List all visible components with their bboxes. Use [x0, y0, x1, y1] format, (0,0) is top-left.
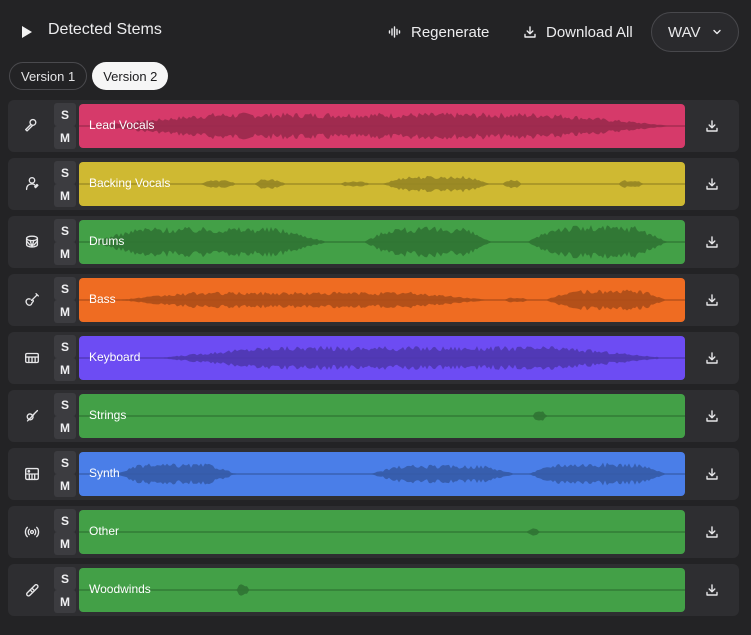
solo-button[interactable]: S — [54, 567, 76, 590]
version-tabs: Version 1 Version 2 — [9, 62, 173, 90]
waveform[interactable]: Backing Vocals — [79, 162, 685, 206]
solo-button[interactable]: S — [54, 219, 76, 242]
stem-track-woodwinds: S M Woodwinds — [8, 564, 739, 616]
format-value: WAV — [668, 23, 701, 41]
track-name: Strings — [89, 408, 127, 422]
track-name: Other — [89, 524, 120, 538]
stem-track-backing-vocals: S M Backing Vocals — [8, 158, 739, 210]
mute-button[interactable]: M — [54, 532, 76, 555]
waveform[interactable]: Other — [79, 510, 685, 554]
stem-track-other: S M Other — [8, 506, 739, 558]
download-stem-button[interactable] — [702, 290, 722, 310]
waveform-shape — [79, 411, 685, 421]
mute-button[interactable]: M — [54, 474, 76, 497]
drum-icon — [22, 232, 42, 252]
stem-track-lead-vocals: S M Lead Vocals — [8, 100, 739, 152]
stem-track-keyboard: S M Keyboard — [8, 332, 739, 384]
waveform-shape — [79, 345, 685, 371]
solo-button[interactable]: S — [54, 161, 76, 184]
waveform-shape — [79, 175, 685, 193]
format-select[interactable]: WAV — [651, 12, 739, 52]
chevron-down-icon — [713, 29, 721, 35]
solo-button[interactable]: S — [54, 451, 76, 474]
track-name: Bass — [89, 292, 116, 306]
download-stem-button[interactable] — [702, 406, 722, 426]
waveform[interactable]: Keyboard — [79, 336, 685, 380]
download-stem-button[interactable] — [702, 174, 722, 194]
violin-icon — [22, 406, 42, 426]
download-icon — [706, 294, 718, 306]
page-title: Detected Stems — [48, 21, 162, 38]
stem-track-strings: S M Strings — [8, 390, 739, 442]
mute-button[interactable]: M — [54, 126, 76, 149]
microphone-icon — [22, 116, 42, 136]
download-icon — [706, 352, 718, 364]
waveform-shape — [79, 112, 685, 140]
track-name: Synth — [89, 466, 120, 480]
waveform-shape — [79, 462, 685, 486]
play-button[interactable] — [18, 22, 36, 42]
download-all-button[interactable]: Download All — [524, 22, 633, 42]
download-icon — [524, 26, 536, 38]
track-name: Keyboard — [89, 350, 141, 364]
download-icon — [706, 468, 718, 480]
waveform[interactable]: Strings — [79, 394, 685, 438]
waveform[interactable]: Synth — [79, 452, 685, 496]
waveform-shape — [79, 584, 685, 596]
tab-version-1[interactable]: Version 1 — [9, 62, 88, 90]
mute-button[interactable]: M — [54, 590, 76, 613]
track-name: Drums — [89, 234, 125, 248]
solo-button[interactable]: S — [54, 393, 76, 416]
download-all-label: Download All — [546, 23, 633, 41]
download-icon — [706, 410, 718, 422]
regenerate-button[interactable]: Regenerate — [388, 22, 489, 42]
waveform[interactable]: Drums — [79, 220, 685, 264]
download-icon — [706, 120, 718, 132]
download-icon — [706, 236, 718, 248]
download-stem-button[interactable] — [702, 464, 722, 484]
mute-button[interactable]: M — [54, 300, 76, 323]
keyboard-icon — [22, 348, 42, 368]
track-name: Woodwinds — [89, 582, 151, 596]
waveform[interactable]: Lead Vocals — [79, 104, 685, 148]
solo-button[interactable]: S — [54, 335, 76, 358]
stem-track-bass: S M Bass — [8, 274, 739, 326]
singer-icon — [22, 174, 42, 194]
stem-track-synth: S M Synth — [8, 448, 739, 500]
download-stem-button[interactable] — [702, 580, 722, 600]
stem-track-drums: S M Drums — [8, 216, 739, 268]
tab-version-2[interactable]: Version 2 — [92, 62, 169, 90]
play-icon — [22, 26, 32, 38]
download-icon — [706, 584, 718, 596]
download-icon — [706, 178, 718, 190]
download-stem-button[interactable] — [702, 232, 722, 252]
track-name: Backing Vocals — [89, 176, 171, 190]
download-stem-button[interactable] — [702, 116, 722, 136]
waveform[interactable]: Woodwinds — [79, 568, 685, 612]
download-stem-button[interactable] — [702, 522, 722, 542]
waveform-shape — [79, 225, 685, 259]
track-name: Lead Vocals — [89, 118, 155, 132]
mute-button[interactable]: M — [54, 358, 76, 381]
mute-button[interactable]: M — [54, 242, 76, 265]
synth-icon — [22, 464, 42, 484]
broadcast-icon — [22, 522, 42, 542]
mute-button[interactable]: M — [54, 184, 76, 207]
solo-button[interactable]: S — [54, 509, 76, 532]
solo-button[interactable]: S — [54, 103, 76, 126]
waveform-icon — [388, 26, 401, 38]
header: Detected Stems Regenerate Download All W… — [0, 0, 751, 62]
clarinet-icon — [22, 580, 42, 600]
mute-button[interactable]: M — [54, 416, 76, 439]
bass-guitar-icon — [22, 290, 42, 310]
download-icon — [706, 526, 718, 538]
download-stem-button[interactable] — [702, 348, 722, 368]
regenerate-label: Regenerate — [411, 23, 490, 41]
solo-button[interactable]: S — [54, 277, 76, 300]
waveform-shape — [79, 528, 685, 536]
waveform[interactable]: Bass — [79, 278, 685, 322]
waveform-shape — [79, 289, 685, 311]
